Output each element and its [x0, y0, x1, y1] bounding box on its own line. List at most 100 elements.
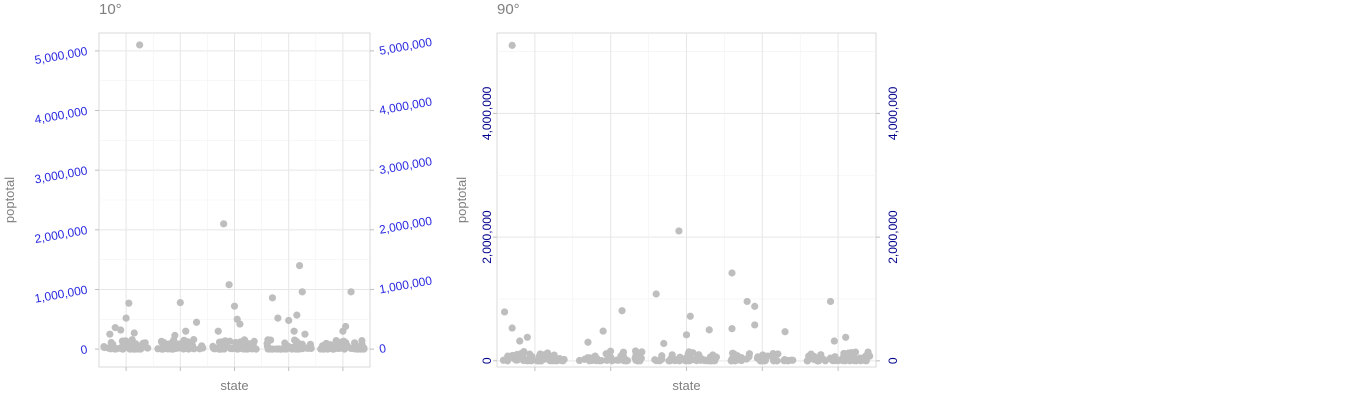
data-point — [523, 333, 531, 341]
data-point — [292, 345, 300, 353]
data-point — [343, 342, 351, 350]
data-point — [602, 350, 610, 358]
data-point — [745, 353, 753, 361]
y-tick-label-right: 3,000,000 — [378, 154, 433, 177]
data-point — [652, 290, 660, 298]
data-point — [599, 327, 607, 335]
data-point — [535, 356, 543, 364]
chart-title: 10° — [99, 1, 122, 18]
data-point — [274, 345, 283, 353]
y-tick-label-right: 4,000,000 — [886, 86, 900, 140]
data-point — [347, 288, 355, 296]
data-point — [527, 356, 536, 364]
data-point — [129, 344, 137, 353]
data-point — [781, 328, 789, 336]
data-point — [618, 307, 626, 315]
data-point — [196, 345, 204, 353]
y-tick-label-right: 2,000,000 — [886, 210, 900, 264]
data-point — [707, 357, 715, 365]
y-tick-label-right: 4,000,000 — [378, 94, 433, 117]
data-point — [508, 41, 516, 49]
data-point — [826, 297, 835, 306]
data-point — [281, 339, 289, 347]
data-point — [634, 357, 642, 365]
data-point — [728, 269, 736, 277]
y-tick-label-right: 0 — [378, 341, 387, 356]
data-point — [736, 356, 744, 364]
data-point — [360, 344, 368, 353]
y-axis-title: poptotal — [454, 177, 469, 223]
data-point — [829, 357, 837, 365]
data-point — [342, 322, 350, 331]
data-point — [219, 340, 227, 349]
data-point — [517, 349, 525, 358]
data-point — [619, 348, 628, 356]
y-tick-label-right: 2,000,000 — [378, 214, 433, 237]
scatter-points — [499, 41, 874, 365]
chart-90-degrees: 0 0 2,000,000 2,000,000 4,000,000 4,000,000 90… — [454, 1, 900, 393]
data-point — [298, 288, 306, 296]
data-point — [660, 339, 668, 348]
data-point — [266, 345, 274, 353]
data-point — [847, 349, 856, 357]
data-point — [519, 356, 528, 365]
data-point — [130, 329, 138, 337]
data-point — [100, 343, 108, 351]
x-axis-title: state — [220, 378, 248, 393]
data-point — [290, 327, 298, 335]
y-axis-title: poptotal — [2, 177, 17, 223]
y-tick-label-right: 5,000,000 — [378, 35, 433, 58]
data-point — [830, 337, 838, 345]
data-point — [780, 356, 788, 364]
data-point — [230, 302, 239, 310]
data-point — [701, 356, 709, 364]
chart-title: 90° — [497, 1, 520, 18]
data-point — [236, 320, 244, 328]
data-point — [274, 314, 282, 322]
data-point — [556, 354, 564, 363]
data-point — [111, 324, 119, 332]
y-tick-label-left: 2,000,000 — [34, 223, 89, 246]
data-point — [158, 338, 166, 347]
y-tick-label-left: 3,000,000 — [34, 163, 89, 186]
data-point — [751, 321, 759, 329]
data-point — [180, 336, 188, 344]
data-point — [293, 311, 301, 319]
x-axis-title: state — [672, 378, 700, 393]
y-tick-label-left: 1,000,000 — [34, 283, 89, 306]
data-point — [171, 331, 179, 339]
y-tick-label-left: 5,000,000 — [34, 44, 89, 67]
data-point — [814, 357, 822, 365]
data-point — [182, 327, 190, 335]
data-point — [817, 351, 825, 359]
data-point — [686, 312, 694, 320]
data-point — [603, 356, 611, 364]
data-point — [508, 324, 516, 332]
data-point — [756, 357, 764, 365]
data-point — [688, 356, 697, 364]
data-point — [210, 345, 219, 353]
data-point — [770, 357, 778, 365]
data-point — [122, 314, 130, 322]
y-tick-label-left: 2,000,000 — [480, 210, 494, 264]
data-point — [580, 355, 589, 363]
data-point — [323, 340, 331, 348]
data-point — [676, 353, 684, 361]
data-point — [190, 336, 198, 344]
data-point — [550, 351, 558, 359]
data-point — [225, 281, 233, 289]
data-point — [176, 298, 184, 307]
data-point — [500, 308, 509, 316]
data-point — [516, 337, 524, 345]
data-point — [852, 357, 860, 365]
y-tick-label-right: 1,000,000 — [378, 273, 433, 296]
data-point — [108, 344, 117, 352]
data-point — [236, 338, 244, 346]
data-point — [842, 333, 850, 341]
data-point — [229, 344, 238, 352]
data-point — [285, 316, 293, 325]
data-point — [862, 357, 870, 365]
data-point — [291, 336, 299, 344]
data-point — [807, 350, 815, 358]
